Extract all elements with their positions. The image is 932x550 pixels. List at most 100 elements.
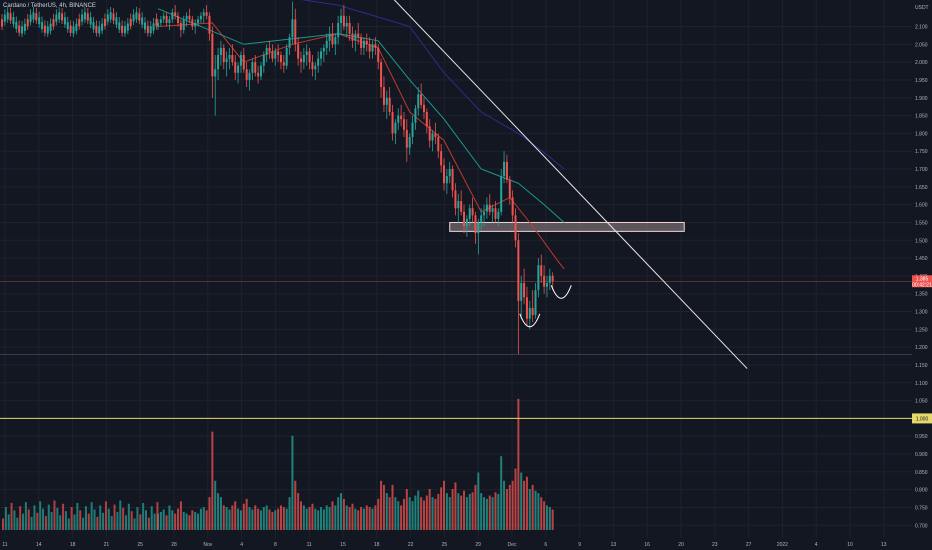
volume-bar <box>254 505 257 530</box>
x-tick-label: 21 <box>104 542 110 548</box>
volume-bar <box>262 507 265 530</box>
volume-bar <box>139 514 142 530</box>
time-axis[interactable]: 11 14 18 21 25 28 Nov 4 8 11 15 18 22 25 29 Dec 6 9 13 16 20… <box>2 542 886 548</box>
volume-bar <box>285 508 288 530</box>
candle-body <box>477 222 480 234</box>
candle-body <box>66 22 69 30</box>
x-tick-label: 4 <box>815 542 818 548</box>
candle-body <box>340 15 343 23</box>
y-tick-label: 1.900 <box>915 96 928 102</box>
volume-bar <box>397 501 400 530</box>
volume-bar <box>22 513 25 530</box>
volume-bar <box>242 503 245 530</box>
volume-bar <box>540 497 543 530</box>
volume-bar <box>59 515 62 530</box>
candle-body <box>282 62 285 66</box>
candle-body <box>6 12 9 20</box>
volume-bar <box>56 507 59 530</box>
x-tick-label: 4 <box>240 542 243 548</box>
candle-body <box>483 211 486 216</box>
candle-body <box>257 72 260 77</box>
volume-bar <box>282 507 285 530</box>
y-tick-label: 0.750 <box>915 505 928 511</box>
volume-bar <box>503 480 506 530</box>
volume-bar <box>2 518 4 530</box>
candle-body <box>471 208 474 216</box>
trendline[interactable] <box>393 0 748 369</box>
candle-body <box>75 23 78 31</box>
volume-bar <box>497 493 500 530</box>
candle-body <box>86 13 89 21</box>
candle-body <box>61 13 64 21</box>
volume-bar <box>156 502 159 530</box>
candle-body <box>305 51 308 56</box>
candle-body <box>152 23 155 31</box>
volume-bar <box>391 484 394 530</box>
candle-body <box>144 22 146 30</box>
candle-body <box>199 15 202 20</box>
candle-body <box>474 215 477 234</box>
volume-bar <box>79 510 82 530</box>
volume-bar <box>491 497 494 530</box>
candle-body <box>129 18 132 26</box>
candle-body <box>514 215 517 241</box>
volume-bar <box>53 500 56 530</box>
candle-body <box>98 26 101 34</box>
y-tick-label: 0.850 <box>915 470 928 476</box>
candle-body <box>505 161 508 180</box>
volume-bar <box>222 505 225 530</box>
candle-body <box>115 17 118 25</box>
volume-bar <box>488 495 491 530</box>
volume-bar <box>171 510 174 530</box>
candle-body <box>520 283 523 301</box>
volume-bar <box>537 493 540 530</box>
candle-body <box>531 307 534 316</box>
volume-bar <box>42 508 45 530</box>
candle-body <box>3 14 6 22</box>
candle-body <box>308 51 311 63</box>
candle-body <box>58 12 61 20</box>
candle-body <box>551 275 554 282</box>
candle-body <box>248 72 251 80</box>
volume-bar <box>365 505 368 530</box>
candle-body <box>168 19 171 23</box>
volume-bar <box>402 498 405 530</box>
volume-bar <box>47 504 50 530</box>
candle-body <box>211 33 214 77</box>
volume-bar <box>194 511 197 530</box>
candle-body <box>231 55 234 63</box>
candle-body <box>417 94 420 109</box>
candle-body <box>179 22 182 31</box>
volume-bar <box>162 509 165 530</box>
candle-body <box>537 265 540 291</box>
volume-bar <box>33 505 36 530</box>
volume-bar <box>331 501 334 530</box>
y-tick-label: 1.550 <box>915 220 928 226</box>
candle-body <box>197 19 200 23</box>
volume-bar <box>377 498 380 530</box>
volume-bar <box>434 498 437 530</box>
x-tick-label: 13 <box>611 542 617 548</box>
volume-bar <box>159 511 162 530</box>
candle-body <box>78 19 81 27</box>
volume-bar <box>534 490 537 530</box>
candle-body <box>208 15 211 34</box>
volume-bar <box>480 493 483 530</box>
volume-bar <box>525 476 528 530</box>
volume-bar <box>428 489 431 530</box>
volume-bar <box>142 502 145 530</box>
candle-body <box>408 136 411 148</box>
volume-bar <box>211 431 214 530</box>
x-tick-label: 8 <box>274 542 277 548</box>
y-tick-label: 2.050 <box>915 42 928 48</box>
candle-body <box>46 26 49 34</box>
volume-bar <box>271 511 274 530</box>
candle-body <box>141 17 144 25</box>
volume-bar <box>334 505 337 530</box>
volume-bar <box>468 493 471 530</box>
volume-bar <box>388 497 391 530</box>
resistance-zone[interactable] <box>449 221 685 232</box>
volume-bar <box>422 500 425 530</box>
volume-bar <box>219 497 222 530</box>
